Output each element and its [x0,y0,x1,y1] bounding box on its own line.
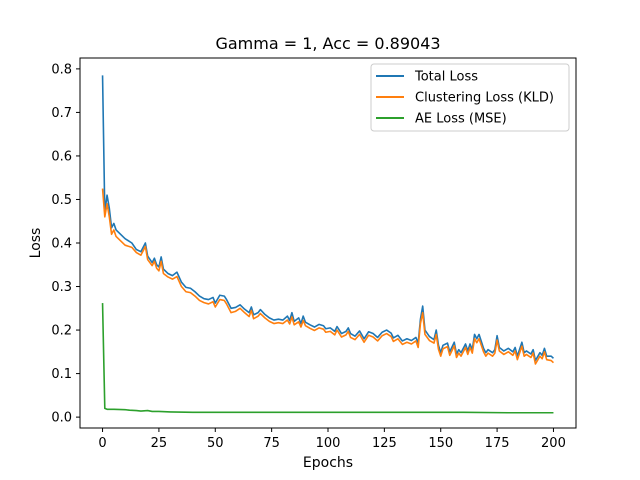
x-tick-label: 75 [263,436,280,451]
legend-label-2: AE Loss (MSE) [415,112,507,127]
y-tick-label: 0.0 [51,411,72,426]
y-tick-label: 0.8 [51,62,72,77]
x-axis-label: Epochs [303,455,353,471]
x-tick-label: 200 [541,436,566,451]
legend-label-0: Total Loss [414,70,478,85]
y-axis-label: Loss [28,228,44,259]
x-axis: 0 25 50 75 100 125 150 175 200 [98,428,566,451]
legend-label-1: Clustering Loss (KLD) [415,91,554,106]
y-axis: 0.0 0.1 0.2 0.3 0.4 0.5 0.6 0.7 0.8 [51,62,80,426]
x-tick-label: 25 [151,436,168,451]
chart-title: Gamma = 1, Acc = 0.89043 [215,34,440,53]
legend: Total Loss Clustering Loss (KLD) AE Loss (… [370,63,570,132]
x-tick-label: 100 [316,436,341,451]
x-tick-label: 0 [98,436,106,451]
series-line-0 [101,75,555,362]
y-tick-label: 0.6 [51,149,72,164]
y-tick-label: 0.4 [51,237,72,252]
legend-box [370,63,570,132]
y-tick-label: 0.3 [51,280,72,295]
x-tick-label: 175 [485,436,510,451]
y-tick-label: 0.5 [51,193,72,208]
x-tick-label: 150 [428,436,453,451]
x-tick-label: 50 [207,436,224,451]
series-layer [101,75,555,414]
y-tick-label: 0.2 [51,324,72,339]
y-tick-label: 0.1 [51,367,72,382]
series-line-1 [101,188,555,365]
series-line-2 [101,303,554,414]
y-tick-label: 0.7 [51,106,72,121]
x-tick-label: 125 [372,436,397,451]
